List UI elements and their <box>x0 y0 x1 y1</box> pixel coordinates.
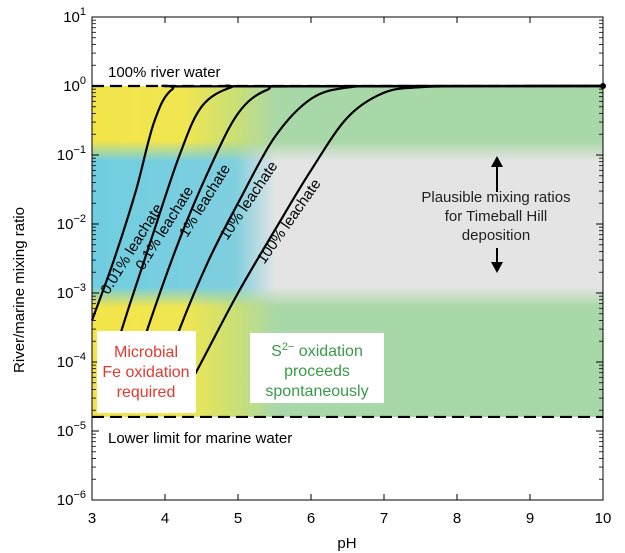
x-tick-label-2: 5 <box>234 510 242 527</box>
plot-frame <box>91 16 604 501</box>
y-tick-label-3: 10−2 <box>57 213 86 233</box>
river-water-label: 100% river water <box>108 64 221 81</box>
y-tick-label-6: 10−5 <box>57 420 86 440</box>
x-tick-label-1: 4 <box>161 510 169 527</box>
sulfide-line-1: S2− oxidation <box>271 341 363 360</box>
x-axis-label: pH <box>337 535 356 552</box>
microbial-line-1: Microbial <box>114 344 178 361</box>
sulfide-box <box>250 333 384 403</box>
microbial-line-3: required <box>117 384 176 401</box>
y-tick-label-4: 10−3 <box>57 282 86 302</box>
sulfide-annotation: S2− oxidation proceeds spontaneously <box>250 333 384 403</box>
curve-4 <box>175 84 604 411</box>
y-tick-label-1: 100 <box>63 75 86 95</box>
microbial-box <box>97 331 196 413</box>
sulfide-line-2: proceeds <box>284 363 350 380</box>
y-tick-label-2: 10−1 <box>57 144 86 164</box>
y-tick-label-7: 10−6 <box>57 489 86 509</box>
x-tick-label-7: 10 <box>595 510 612 527</box>
microbial-line-2: Fe oxidation <box>102 364 189 381</box>
x-tick-label-0: 3 <box>88 510 96 527</box>
microbial-annotation: Microbial Fe oxidation required <box>97 331 196 413</box>
plausible-line-1: Plausible mixing ratios <box>421 189 570 206</box>
sulfide-line-3: spontaneously <box>265 383 368 400</box>
plausible-line-2: for Timeball Hill <box>445 208 548 225</box>
y-axis: 101 100 10−1 10−2 10−3 10−4 10−5 10−6 <box>57 6 603 509</box>
curve-3 <box>149 84 604 411</box>
plausible-band-region <box>92 141 603 307</box>
x-tick-label-6: 9 <box>526 510 534 527</box>
x-axis: 3 4 5 6 7 8 9 10 <box>88 17 612 527</box>
x-tick-label-5: 8 <box>453 510 461 527</box>
y-axis-label: River/marine mixing ratio <box>11 207 28 373</box>
marine-limit-label: Lower limit for marine water <box>108 430 292 447</box>
x-tick-label-4: 7 <box>380 510 388 527</box>
x-tick-label-3: 6 <box>307 510 315 527</box>
arrow-down-icon <box>491 262 503 273</box>
arrow-up-icon <box>491 156 503 167</box>
plausible-annotation: Plausible mixing ratios for Timeball Hil… <box>421 156 571 273</box>
plausible-line-3: deposition <box>462 227 530 244</box>
y-tick-label-0: 101 <box>63 6 86 26</box>
y-tick-label-5: 10−4 <box>57 351 86 371</box>
